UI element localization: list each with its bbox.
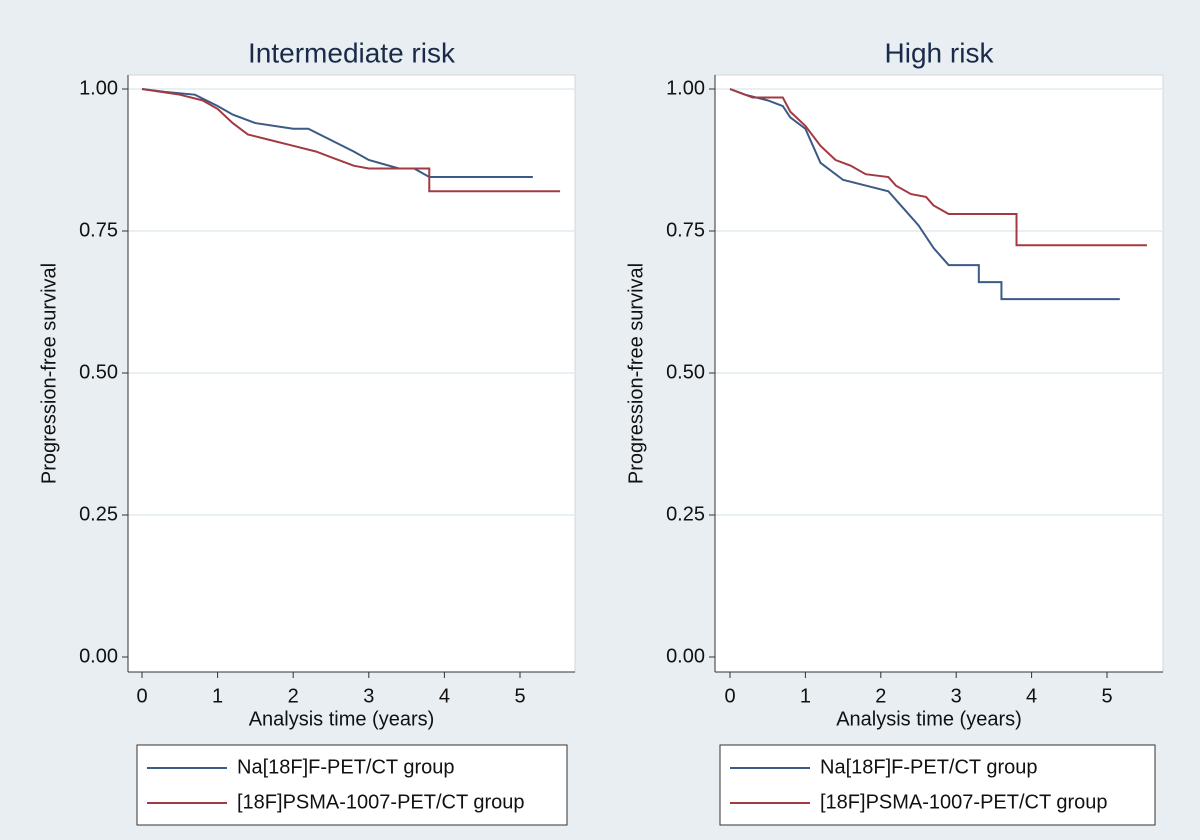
y-tick-label: 0.00	[79, 645, 118, 667]
y-axis-label: Progression-free survival	[38, 263, 60, 484]
legend-label: [18F]PSMA-1007-PET/CT group	[237, 791, 525, 813]
survival-curve	[729, 88, 1147, 247]
y-tick-label: 1.00	[666, 77, 705, 99]
legend-label: Na[18F]F-PET/CT group	[820, 756, 1037, 778]
y-axis-label: Progression-free survival	[625, 263, 647, 484]
survival-curve	[141, 88, 561, 193]
x-tick-label: 2	[288, 685, 299, 707]
legend-box	[719, 744, 1156, 826]
y-tick-label: 0.25	[666, 503, 705, 525]
legend-label: [18F]PSMA-1007-PET/CT group	[820, 791, 1108, 813]
legend-label: Na[18F]F-PET/CT group	[237, 756, 454, 778]
x-tick-label: 0	[724, 685, 735, 707]
y-tick-label: 1.00	[79, 77, 118, 99]
y-tick-label: 0.50	[666, 361, 705, 383]
x-axis-label: Analysis time (years)	[836, 708, 1022, 730]
x-tick-label: 0	[136, 685, 147, 707]
legend-box	[136, 744, 568, 826]
x-tick-label: 5	[1101, 685, 1112, 707]
y-tick-label: 0.50	[79, 361, 118, 383]
y-tick-label: 0.00	[666, 645, 705, 667]
x-tick-label: 3	[951, 685, 962, 707]
x-tick-label: 1	[800, 685, 811, 707]
x-tick-label: 4	[1026, 685, 1037, 707]
y-tick-label: 0.25	[79, 503, 118, 525]
chart-title: High risk	[885, 37, 995, 68]
survival-curve	[729, 88, 1120, 301]
x-tick-label: 3	[363, 685, 374, 707]
x-tick-label: 2	[875, 685, 886, 707]
x-tick-label: 1	[212, 685, 223, 707]
x-tick-label: 5	[514, 685, 525, 707]
x-axis-label: Analysis time (years)	[249, 708, 435, 730]
chart-title: Intermediate risk	[248, 37, 456, 68]
y-tick-label: 0.75	[79, 219, 118, 241]
x-tick-label: 4	[439, 685, 450, 707]
y-tick-label: 0.75	[666, 219, 705, 241]
